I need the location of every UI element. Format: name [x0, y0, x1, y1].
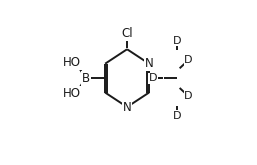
Text: D: D — [149, 73, 157, 83]
Text: N: N — [123, 100, 132, 114]
Text: HO: HO — [63, 56, 81, 69]
Text: N: N — [145, 57, 153, 70]
Text: D: D — [172, 36, 181, 46]
Text: HO: HO — [63, 87, 81, 100]
Text: Cl: Cl — [121, 27, 133, 40]
Text: B: B — [81, 72, 90, 85]
Text: D: D — [172, 111, 181, 121]
Text: D: D — [184, 91, 192, 101]
Text: D: D — [184, 55, 192, 65]
